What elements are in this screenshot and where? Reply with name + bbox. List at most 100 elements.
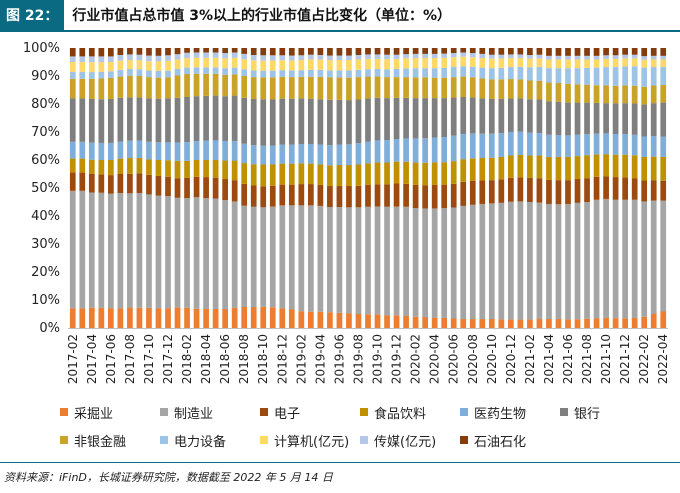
bar-stack: [355, 48, 362, 328]
bar-segment: [365, 69, 371, 77]
bar-segment: [88, 192, 95, 308]
bar-segment: [441, 57, 448, 68]
bar-segment: [222, 53, 228, 59]
bar-segment: [146, 307, 152, 328]
bar-segment: [393, 54, 400, 59]
bar-segment: [222, 160, 228, 180]
bar-segment: [565, 135, 571, 157]
bar-segment: [479, 48, 486, 54]
legend-swatch: [60, 436, 68, 444]
legend-swatch: [460, 408, 468, 416]
bar-segment: [574, 68, 581, 85]
bar-segment: [241, 163, 248, 184]
bar-segment: [412, 53, 419, 59]
bar-segment: [622, 154, 628, 178]
bar-segment: [165, 176, 171, 197]
bar-segment: [231, 95, 238, 141]
bar-segment: [527, 58, 533, 68]
bar-segment: [136, 48, 143, 55]
bar-segment: [460, 52, 467, 57]
bar-segment: [346, 70, 352, 78]
bar-segment: [336, 70, 343, 78]
bar-segment: [555, 319, 562, 328]
bar-segment: [203, 160, 209, 178]
bar-segment: [498, 48, 505, 55]
bar-segment: [450, 97, 457, 136]
bar-segment: [241, 76, 248, 98]
bar-segment: [127, 140, 133, 159]
bar-segment: [431, 317, 438, 328]
bar-segment: [660, 102, 667, 137]
bar-segment: [660, 200, 667, 312]
bar-segment: [612, 154, 619, 178]
bar-segment: [517, 177, 524, 202]
legend-label: 采掘业: [74, 406, 114, 422]
bar-segment: [422, 162, 428, 186]
bar-segment: [660, 84, 667, 103]
bar-segment: [203, 57, 209, 68]
bar-segment: [584, 134, 590, 156]
bar-segment: [136, 140, 143, 159]
bar-stack: [336, 48, 343, 328]
bar-segment: [403, 58, 409, 69]
bar-segment: [98, 78, 105, 100]
x-tick-label: 2017-04: [85, 334, 99, 384]
bar-segment: [660, 55, 667, 60]
legend-item: 计算机(亿元): [260, 431, 360, 450]
bar-segment: [327, 60, 333, 71]
bar-segment: [584, 178, 590, 202]
bar-segment: [498, 58, 505, 68]
bar-segment: [622, 199, 628, 319]
bar-segment: [222, 68, 228, 75]
bar-segment: [193, 67, 200, 74]
bar-segment: [69, 158, 76, 173]
bar-segment: [365, 141, 371, 164]
bar-segment: [641, 201, 648, 317]
bar-segment: [403, 77, 409, 98]
bar-segment: [536, 133, 543, 156]
bar-segment: [203, 308, 209, 328]
bar-segment: [336, 312, 343, 328]
bar-segment: [403, 54, 409, 59]
x-tick-label: 2018-12: [275, 334, 289, 384]
bar-segment: [403, 206, 409, 316]
bar-segment: [393, 77, 400, 98]
bar-segment: [593, 55, 600, 60]
bar-segment: [127, 307, 133, 328]
bar-segment: [308, 98, 314, 145]
bar-segment: [641, 86, 648, 105]
bar-segment: [155, 160, 162, 176]
bar-segment: [546, 319, 552, 328]
bar-segment: [441, 53, 448, 58]
bar-segment: [279, 55, 286, 61]
x-tick-label: 2017-12: [161, 334, 175, 384]
bar-segment: [660, 180, 667, 201]
bar-segment: [260, 145, 267, 165]
bar-stack: [212, 48, 219, 328]
bar-segment: [403, 183, 409, 207]
bar-stack: [269, 48, 276, 328]
bar-segment: [660, 136, 667, 157]
bar-stack: [631, 48, 638, 328]
bar-segment: [308, 205, 314, 312]
bar-segment: [279, 76, 286, 99]
bar-segment: [155, 195, 162, 309]
bar-stack: [136, 48, 143, 328]
bar-segment: [650, 103, 657, 137]
bar-segment: [79, 98, 86, 142]
bar-segment: [355, 164, 362, 186]
bar-segment: [269, 185, 276, 207]
bar-stack: [508, 48, 514, 328]
bar-segment: [184, 142, 190, 161]
bar-segment: [488, 54, 495, 59]
bar-segment: [365, 48, 371, 55]
bar-segment: [460, 205, 467, 320]
bar-segment: [165, 77, 171, 99]
bar-segment: [574, 102, 581, 135]
legend-label: 食品饮料: [374, 406, 427, 422]
bar-segment: [384, 162, 390, 185]
bar-segment: [574, 48, 581, 56]
bar-segment: [108, 308, 114, 328]
bar-segment: [622, 85, 628, 104]
bar-segment: [546, 82, 552, 102]
